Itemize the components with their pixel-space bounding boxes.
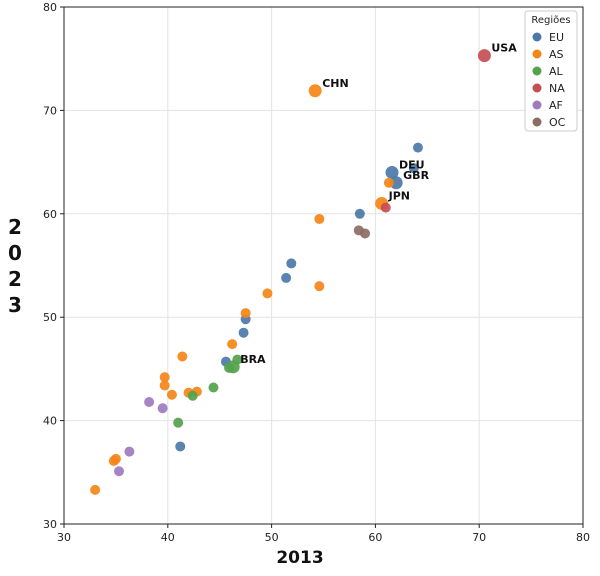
legend-label-na: NA (549, 82, 565, 95)
point-al (173, 417, 184, 428)
annotation-jpn: JPN (388, 189, 410, 202)
legend-marker-as (532, 49, 542, 59)
point-eu (408, 163, 419, 174)
point-as (314, 281, 325, 292)
x-tick-label: 60 (368, 531, 382, 544)
y-axis-label-char: 0 (8, 241, 22, 265)
point-eu (175, 441, 186, 452)
x-tick-label: 50 (265, 531, 279, 544)
point-eu (412, 142, 423, 153)
point-na (477, 49, 491, 63)
point-al (232, 354, 243, 365)
point-as (90, 484, 101, 495)
y-axis-label-char: 3 (8, 293, 22, 317)
y-axis-label-char: 2 (8, 267, 22, 291)
x-axis-label: 2013 (276, 548, 324, 568)
y-tick-label: 50 (43, 311, 57, 324)
point-as (240, 308, 251, 319)
y-axis-label-char: 2 (8, 215, 22, 239)
legend-label-as: AS (549, 48, 564, 61)
point-af (124, 446, 135, 457)
point-af (144, 396, 155, 407)
point-as (159, 380, 170, 391)
point-eu (354, 208, 365, 219)
point-as (110, 453, 121, 464)
axis-ticks: 30 40 50 60 70 80 30 40 50 60 70 80 (43, 1, 590, 544)
point-al (187, 390, 198, 401)
point-as (262, 288, 273, 299)
point-as (159, 372, 170, 383)
annotation-usa: USA (491, 42, 517, 55)
legend-marker-al (532, 66, 542, 76)
legend-label-eu: EU (549, 31, 564, 44)
point-na (380, 202, 391, 213)
y-tick-label: 30 (43, 518, 57, 531)
data-points (90, 49, 491, 495)
y-tick-label: 70 (43, 104, 57, 117)
legend-marker-eu (532, 32, 542, 42)
x-tick-label: 80 (576, 531, 590, 544)
legend-marker-oc (532, 117, 542, 127)
legend-marker-na (532, 83, 542, 93)
x-tick-label: 70 (472, 531, 486, 544)
point-eu (385, 165, 399, 179)
y-tick-label: 40 (43, 415, 57, 428)
legend-title: Regiões (531, 15, 570, 26)
annotation-gbr: GBR (403, 169, 429, 182)
point-eu (389, 176, 403, 190)
point-al (208, 382, 219, 393)
point-eu (286, 258, 297, 269)
point-eu (238, 327, 249, 338)
point-as (308, 84, 322, 98)
y-tick-label: 80 (43, 1, 57, 14)
x-tick-label: 30 (57, 531, 71, 544)
annotation-bra: BRA (240, 353, 266, 366)
annotation-chn: CHN (322, 77, 349, 90)
legend-label-al: AL (549, 65, 564, 78)
point-as (314, 213, 325, 224)
point-al (224, 362, 235, 373)
point-oc (360, 228, 371, 239)
point-af (157, 403, 168, 414)
legend-marker-af (532, 100, 542, 110)
point-af (114, 466, 125, 477)
plot-area (63, 6, 584, 525)
y-tick-label: 60 (43, 208, 57, 221)
legend-label-oc: OC (549, 116, 566, 129)
legend: Regiões EU AS AL NA AF OC (524, 10, 578, 132)
point-as (177, 351, 188, 362)
point-as (227, 339, 238, 350)
annotation-deu: DEU (399, 158, 425, 171)
x-tick-label: 40 (161, 531, 175, 544)
point-as (166, 389, 177, 400)
point-eu (281, 272, 292, 283)
legend-label-af: AF (549, 99, 563, 112)
point-as (383, 177, 394, 188)
